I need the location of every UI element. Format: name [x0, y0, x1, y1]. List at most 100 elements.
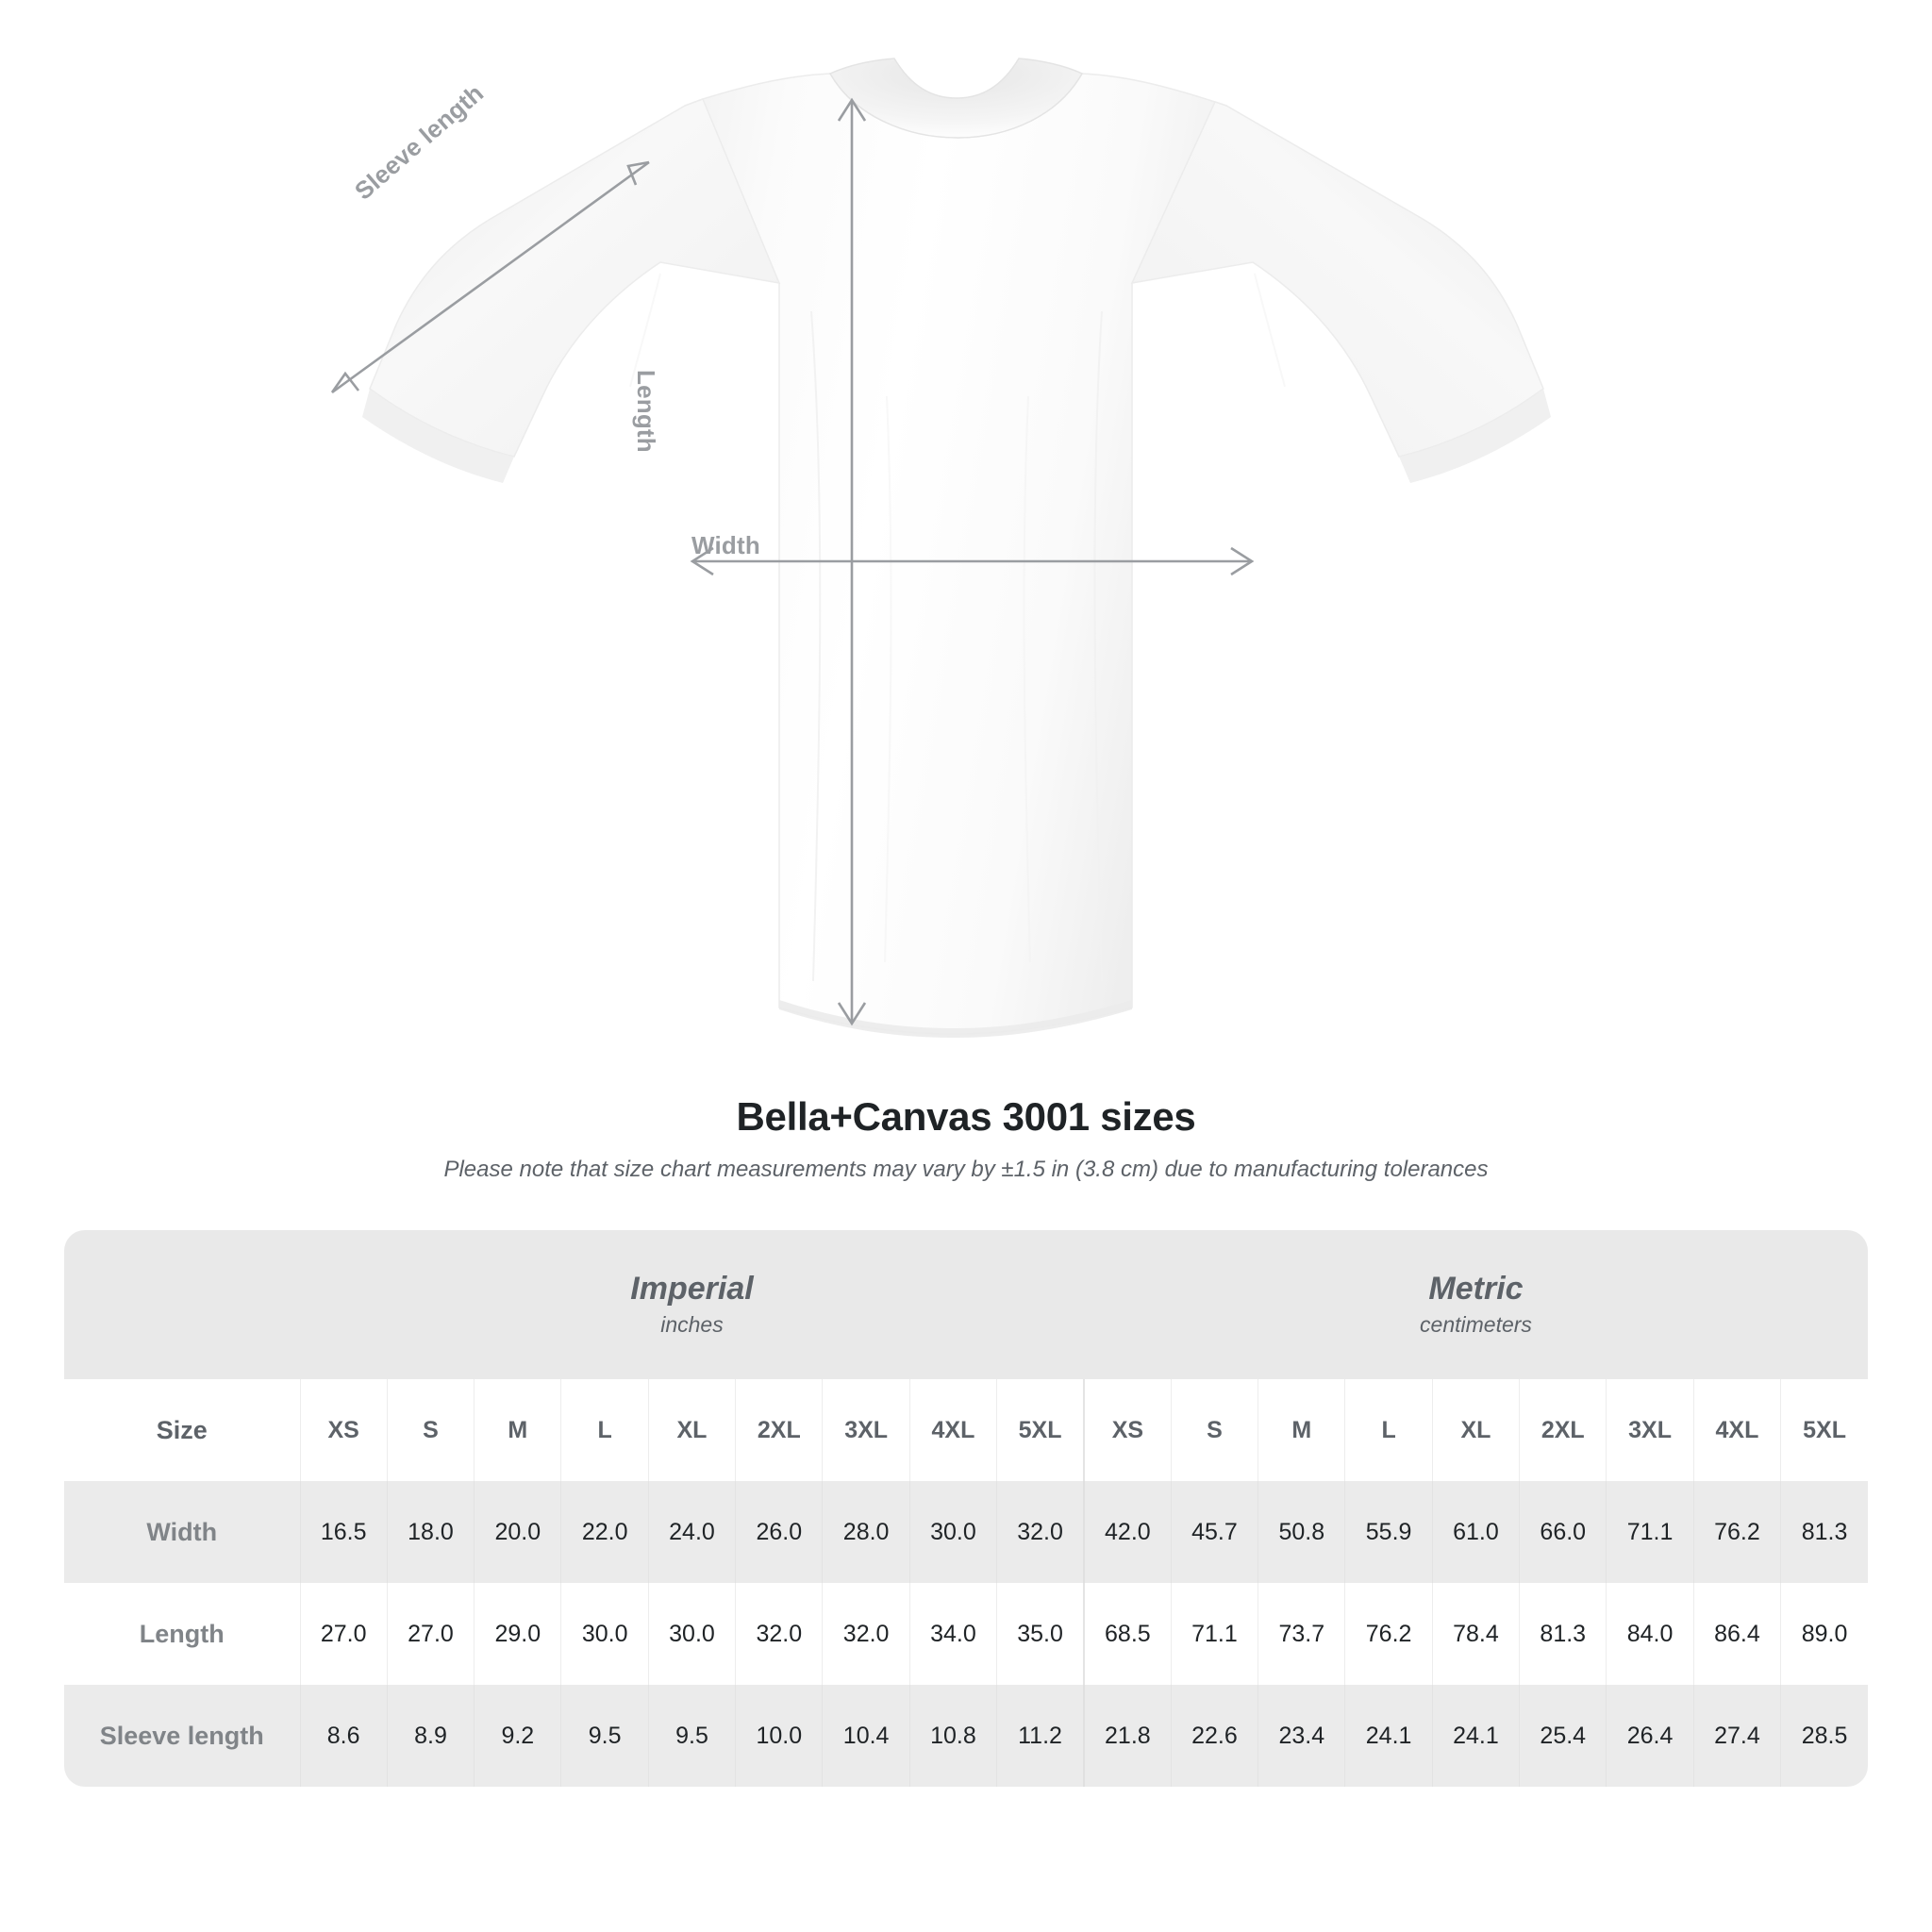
- sleeve-arrow-line: [331, 160, 650, 394]
- cell-sleeve-imp-xl: 9.5: [647, 1685, 736, 1787]
- width-arrow-head-right: [1230, 546, 1255, 576]
- unit-metric-name: Metric: [1428, 1270, 1524, 1307]
- cell-width-met-2xl: 66.0: [1519, 1481, 1607, 1583]
- table-row-width: Width 16.5 18.0 20.0 22.0 24.0 26.0 28.0…: [64, 1481, 1868, 1583]
- cell-width-imp-4xl: 30.0: [908, 1481, 997, 1583]
- cell-length-imp-m: 29.0: [474, 1583, 561, 1685]
- size-header-imp-l: L: [560, 1379, 649, 1481]
- row-label-length: Length: [64, 1583, 300, 1685]
- row-label-sleeve-length: Sleeve length: [64, 1685, 300, 1787]
- size-header-label: Size: [64, 1379, 300, 1481]
- size-header-imp-5xl: 5XL: [996, 1379, 1084, 1481]
- dimension-arrows: [330, 97, 1255, 1026]
- cell-width-met-s: 45.7: [1170, 1481, 1258, 1583]
- cell-length-imp-l: 30.0: [560, 1583, 649, 1685]
- cell-length-imp-xl: 30.0: [647, 1583, 736, 1685]
- cell-width-imp-xl: 24.0: [647, 1481, 736, 1583]
- cell-length-met-l: 76.2: [1344, 1583, 1433, 1685]
- length-arrow-head-top: [837, 97, 867, 122]
- width-dimension-label: Width: [691, 531, 760, 559]
- cell-width-met-xs: 42.0: [1082, 1481, 1172, 1583]
- tshirt-graphic: [330, 58, 1551, 1038]
- cell-sleeve-met-xs: 21.8: [1082, 1685, 1172, 1787]
- size-header-met-4xl: 4XL: [1692, 1379, 1781, 1481]
- tshirt-illustration: Sleeve length Length Width: [330, 58, 1551, 1038]
- page-title: Bella+Canvas 3001 sizes: [736, 1094, 1196, 1139]
- cell-length-met-5xl: 89.0: [1780, 1583, 1868, 1685]
- cell-width-met-l: 55.9: [1344, 1481, 1433, 1583]
- unit-imperial-sub: inches: [660, 1312, 724, 1337]
- cell-width-imp-l: 22.0: [560, 1481, 649, 1583]
- cell-sleeve-met-l: 24.1: [1344, 1685, 1433, 1787]
- cell-length-met-xl: 78.4: [1431, 1583, 1520, 1685]
- cell-sleeve-met-2xl: 25.4: [1519, 1685, 1607, 1787]
- cell-sleeve-met-s: 22.6: [1170, 1685, 1258, 1787]
- size-header-imp-m: M: [474, 1379, 561, 1481]
- unit-metric-sub: centimeters: [1420, 1312, 1532, 1337]
- cell-length-imp-3xl: 32.0: [822, 1583, 910, 1685]
- size-header-met-m: M: [1257, 1379, 1345, 1481]
- size-header-met-s: S: [1170, 1379, 1258, 1481]
- cell-width-met-m: 50.8: [1257, 1481, 1345, 1583]
- cell-width-met-5xl: 81.3: [1780, 1481, 1868, 1583]
- cell-sleeve-met-4xl: 27.4: [1692, 1685, 1781, 1787]
- cell-sleeve-imp-s: 8.9: [386, 1685, 475, 1787]
- cell-sleeve-imp-xs: 8.6: [299, 1685, 388, 1787]
- unit-header-imperial: Imperial inches: [300, 1230, 1084, 1379]
- sleeve-arrow-head-end: [626, 160, 650, 186]
- size-header-imp-4xl: 4XL: [908, 1379, 997, 1481]
- cell-length-met-2xl: 81.3: [1519, 1583, 1607, 1685]
- cell-width-imp-xs: 16.5: [299, 1481, 388, 1583]
- sleeve-arrow-head-start: [330, 371, 360, 393]
- cell-length-imp-2xl: 32.0: [735, 1583, 823, 1685]
- cell-sleeve-met-5xl: 28.5: [1780, 1685, 1868, 1787]
- cell-length-imp-4xl: 34.0: [908, 1583, 997, 1685]
- size-header-imp-xs: XS: [299, 1379, 388, 1481]
- cell-sleeve-imp-2xl: 10.0: [735, 1685, 823, 1787]
- cell-width-imp-3xl: 28.0: [822, 1481, 910, 1583]
- cell-length-imp-xs: 27.0: [299, 1583, 388, 1685]
- cell-width-met-3xl: 71.1: [1606, 1481, 1694, 1583]
- size-header-met-5xl: 5XL: [1780, 1379, 1868, 1481]
- unit-imperial-name: Imperial: [630, 1270, 754, 1307]
- cell-width-imp-2xl: 26.0: [735, 1481, 823, 1583]
- length-dimension-label: Length: [632, 370, 660, 453]
- cell-length-met-3xl: 84.0: [1606, 1583, 1694, 1685]
- row-label-width: Width: [64, 1481, 300, 1583]
- cell-width-met-xl: 61.0: [1431, 1481, 1520, 1583]
- size-header-met-xs: XS: [1082, 1379, 1172, 1481]
- cell-sleeve-imp-l: 9.5: [560, 1685, 649, 1787]
- cell-sleeve-imp-4xl: 10.8: [908, 1685, 997, 1787]
- size-header-imp-xl: XL: [647, 1379, 736, 1481]
- cell-length-met-4xl: 86.4: [1692, 1583, 1781, 1685]
- cell-length-met-xs: 68.5: [1082, 1583, 1172, 1685]
- size-header-met-2xl: 2XL: [1519, 1379, 1607, 1481]
- unit-header-metric: Metric centimeters: [1083, 1230, 1868, 1379]
- size-header-imp-2xl: 2XL: [735, 1379, 823, 1481]
- cell-length-met-s: 71.1: [1170, 1583, 1258, 1685]
- size-header-met-xl: XL: [1431, 1379, 1520, 1481]
- cell-width-met-4xl: 76.2: [1692, 1481, 1781, 1583]
- width-arrow-head-left: [690, 546, 714, 576]
- cell-sleeve-imp-m: 9.2: [474, 1685, 561, 1787]
- cell-sleeve-imp-5xl: 11.2: [996, 1685, 1084, 1787]
- cell-width-imp-5xl: 32.0: [996, 1481, 1084, 1583]
- length-arrow-head-bottom: [837, 1002, 867, 1026]
- size-header-imp-s: S: [386, 1379, 475, 1481]
- size-header-met-l: L: [1344, 1379, 1433, 1481]
- shirt-body-shape: [362, 58, 1551, 1038]
- chart-heading: Bella+Canvas 3001 sizes Please note that…: [0, 1094, 1932, 1183]
- size-table: Imperial inches Metric centimeters Size …: [64, 1230, 1868, 1787]
- unit-header-spacer: [64, 1230, 300, 1379]
- size-header-imp-3xl: 3XL: [822, 1379, 910, 1481]
- unit-header-row: Imperial inches Metric centimeters: [64, 1230, 1868, 1379]
- cell-width-imp-m: 20.0: [474, 1481, 561, 1583]
- size-header-met-3xl: 3XL: [1606, 1379, 1694, 1481]
- cell-width-imp-s: 18.0: [386, 1481, 475, 1583]
- cell-length-met-m: 73.7: [1257, 1583, 1345, 1685]
- cell-sleeve-imp-3xl: 10.4: [822, 1685, 910, 1787]
- cell-sleeve-met-m: 23.4: [1257, 1685, 1345, 1787]
- tolerance-note: Please note that size chart measurements…: [443, 1157, 1489, 1182]
- table-row-length: Length 27.0 27.0 29.0 30.0 30.0 32.0 32.…: [64, 1583, 1868, 1685]
